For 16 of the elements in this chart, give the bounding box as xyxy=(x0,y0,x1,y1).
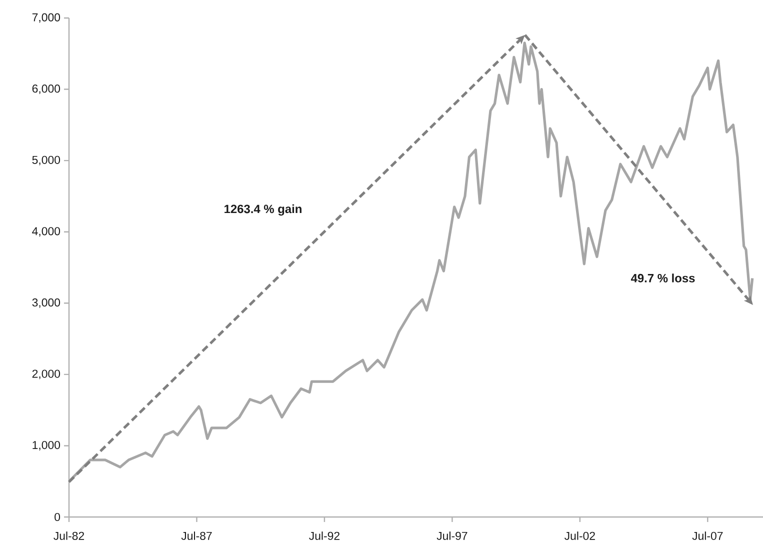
x-tick-label: Jul-97 xyxy=(436,532,468,540)
annotation: 1263.4 % gain xyxy=(224,204,302,216)
y-tick-label: 6,000 xyxy=(32,84,60,94)
y-tick-label: 7,000 xyxy=(32,13,60,23)
y-tick-label: 5,000 xyxy=(32,156,60,166)
y-tick-label: 3,000 xyxy=(32,298,60,308)
x-tick-label: Jul-02 xyxy=(564,532,595,540)
x-tick-label: Jul-82 xyxy=(54,532,84,540)
y-tick-label: 4,000 xyxy=(32,227,60,237)
x-tick-label: Jul-07 xyxy=(692,532,723,540)
y-tick-label: 1,000 xyxy=(32,440,60,450)
annotation: 49.7 % loss xyxy=(630,274,695,282)
x-tick-label: Jul-87 xyxy=(181,532,212,540)
x-tick-label: Jul-92 xyxy=(309,532,340,540)
y-tick-label: 2,000 xyxy=(32,370,60,380)
y-tick-label: 0 xyxy=(54,512,60,522)
